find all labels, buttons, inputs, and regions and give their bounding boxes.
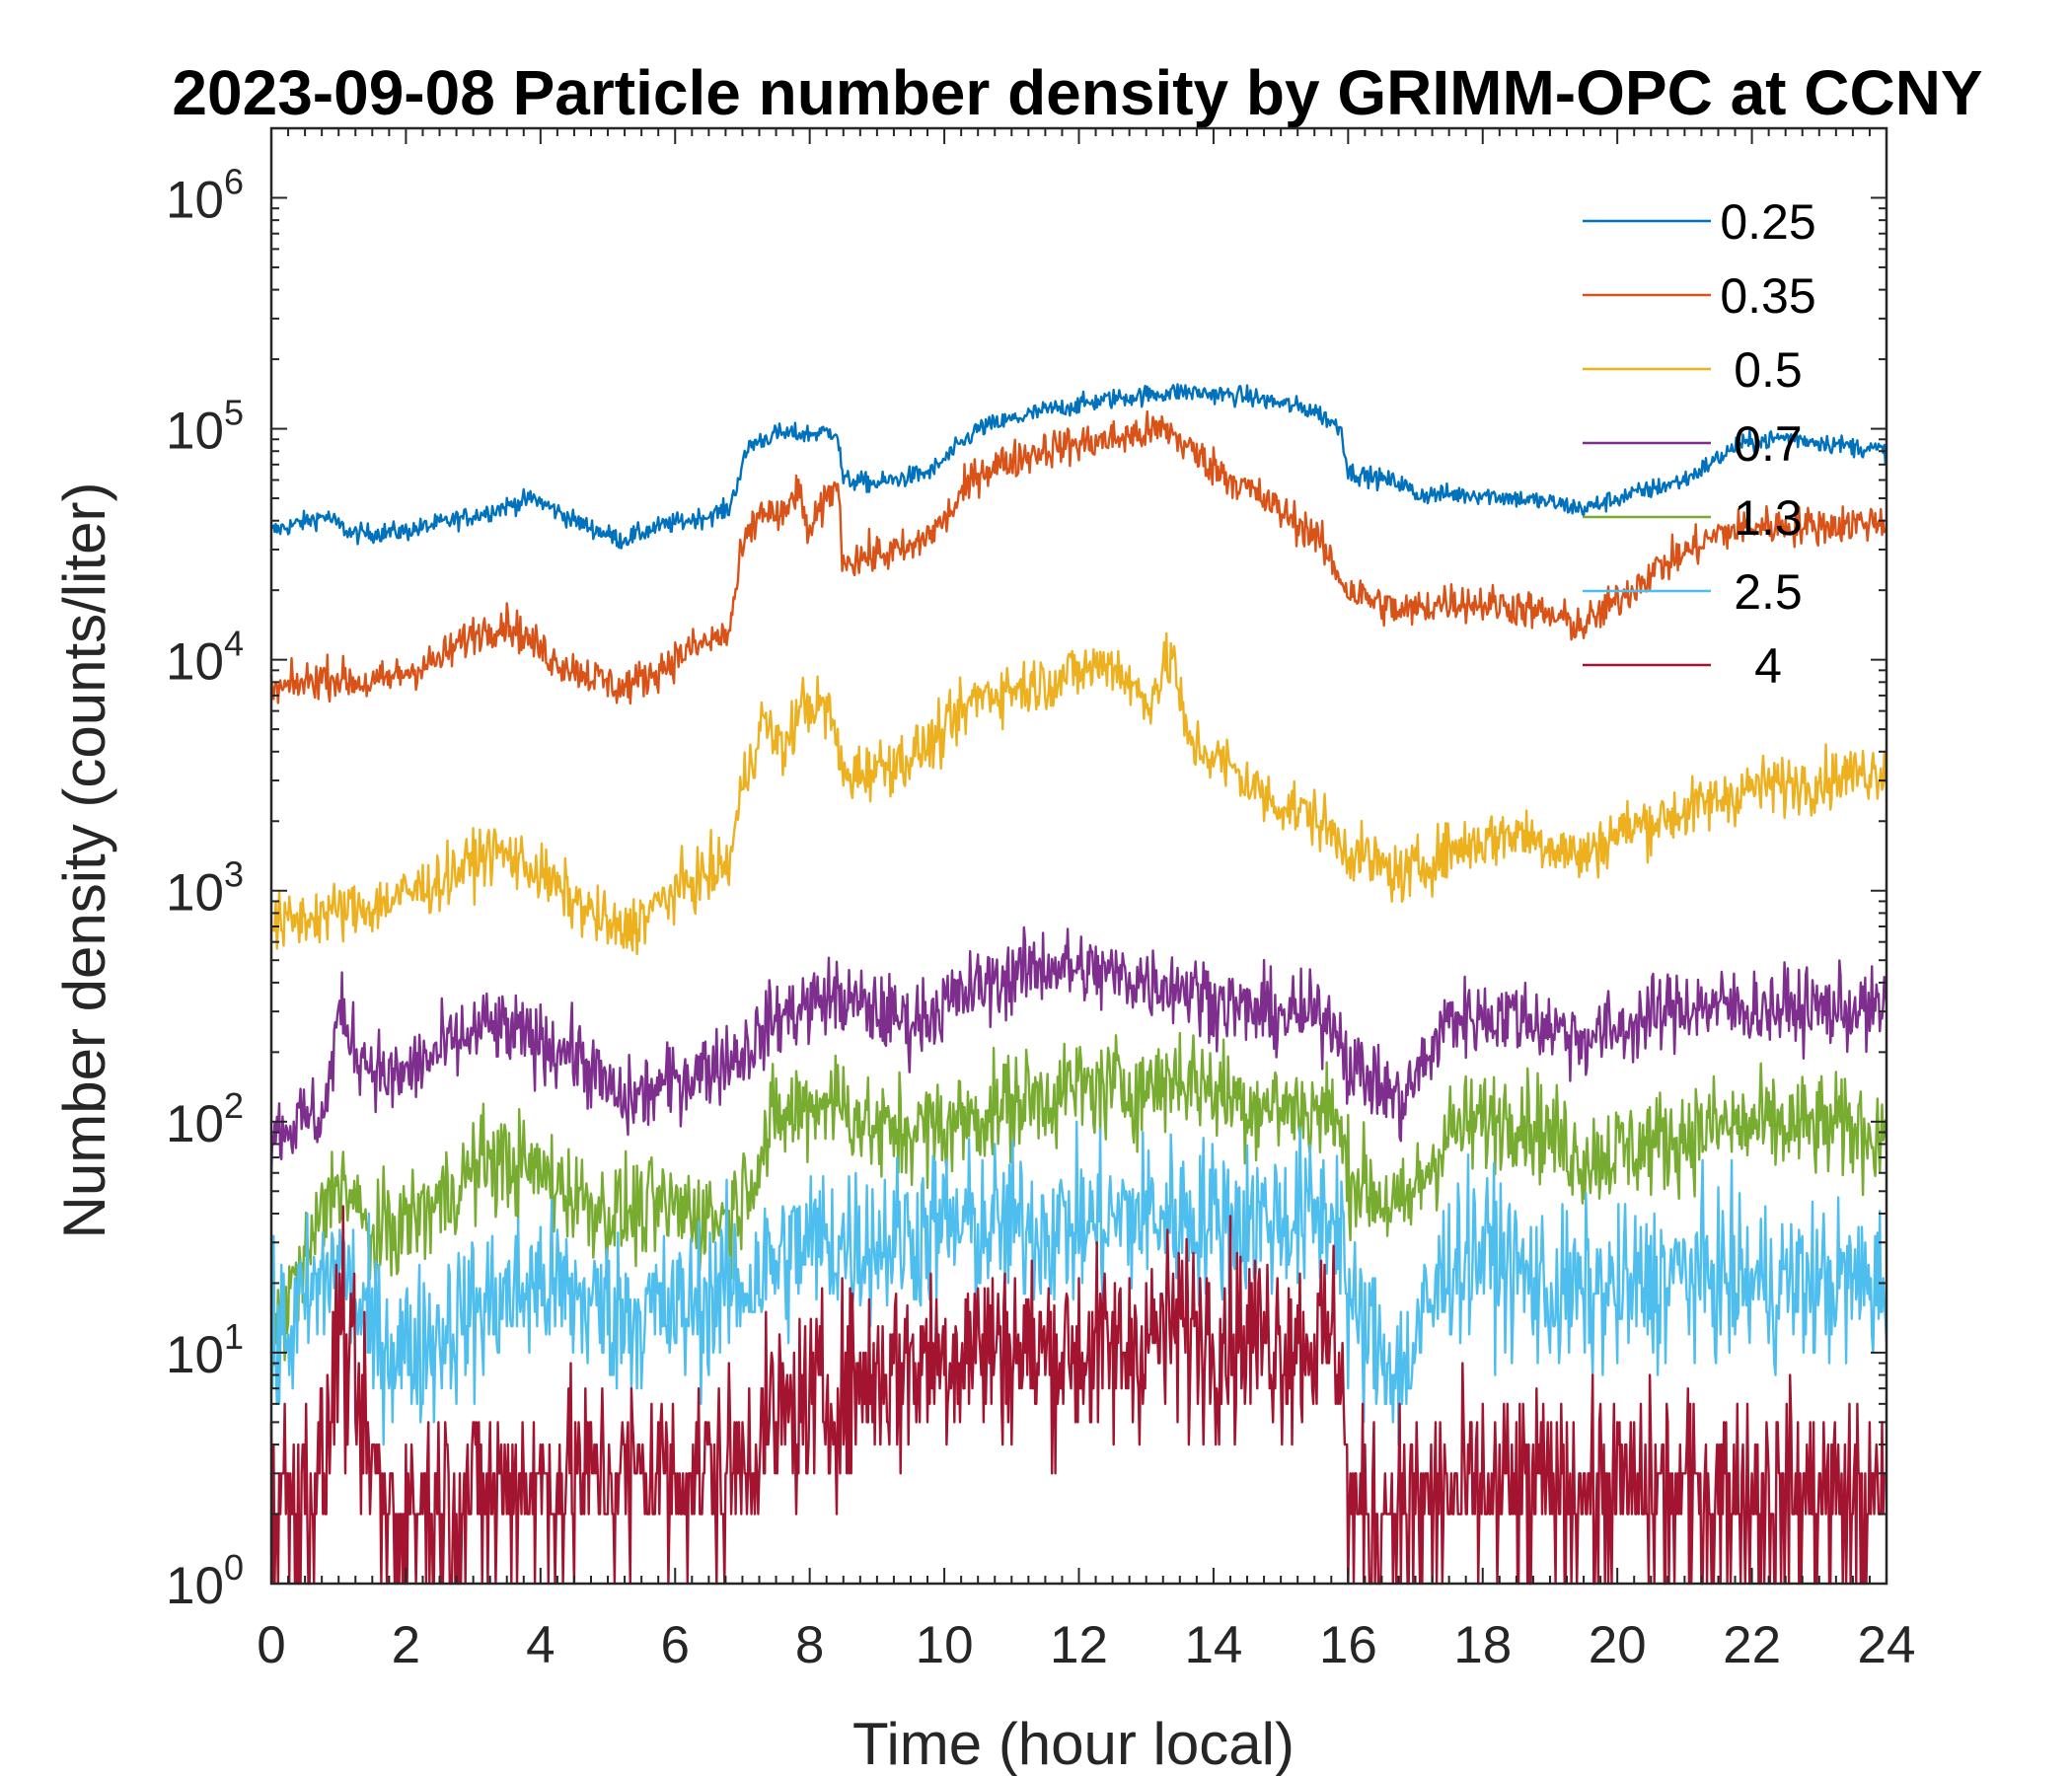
x-tick-label: 22 [1723, 1616, 1781, 1674]
axes-layer: 0 2 4 6 8 10 12 14 16 18 20 22 241001011021031041051… [166, 126, 1916, 1674]
legend-label-0.5: 0.5 [1734, 342, 1803, 398]
series-layer [269, 383, 1888, 1586]
y-axis-title: Number density (counts/liter) [51, 482, 117, 1239]
x-tick-label: 18 [1453, 1616, 1512, 1674]
x-tick-label: 0 [257, 1616, 285, 1674]
x-tick-label: 10 [916, 1616, 974, 1674]
series-line-2.5 [269, 1120, 1888, 1446]
series-line-0.5 [270, 631, 1888, 956]
series-line-1.3 [269, 1031, 1888, 1367]
legend-label-0.25: 0.25 [1720, 194, 1815, 250]
chart-title: 2023-09-08 Particle number density by GR… [172, 57, 1982, 128]
y-tick-label: 104 [166, 624, 244, 692]
legend-label-0.35: 0.35 [1720, 268, 1815, 324]
legend-label-1.3: 1.3 [1734, 490, 1803, 546]
x-tick-label: 14 [1184, 1616, 1242, 1674]
y-tick-label: 105 [166, 393, 244, 461]
x-axis-title: Time (hour local) [852, 1711, 1295, 1776]
x-tick-label: 2 [392, 1616, 420, 1674]
x-tick-label: 16 [1319, 1616, 1377, 1674]
x-tick-label: 24 [1858, 1616, 1916, 1674]
series-line-0.7 [269, 925, 1888, 1178]
y-tick-label: 100 [166, 1547, 244, 1615]
y-tick-label: 101 [166, 1316, 244, 1384]
series-line-4 [269, 1205, 1887, 1586]
legend-label-4: 4 [1754, 638, 1782, 694]
x-tick-label: 6 [661, 1616, 690, 1674]
x-tick-label: 12 [1050, 1616, 1108, 1674]
x-tick-label: 4 [526, 1616, 555, 1674]
legend-label-2.5: 2.5 [1734, 564, 1803, 620]
y-tick-label: 103 [166, 854, 244, 923]
y-tick-label: 106 [166, 161, 244, 229]
x-tick-label: 8 [795, 1616, 824, 1674]
legend: 0.25 0.35 0.5 0.7 1.3 2.5 4 [1583, 194, 1816, 694]
series-line-0.25 [270, 383, 1888, 550]
series-line-0.35 [269, 409, 1887, 705]
x-tick-label: 20 [1589, 1616, 1647, 1674]
legend-label-0.7: 0.7 [1734, 416, 1803, 472]
y-tick-label: 102 [166, 1085, 244, 1153]
